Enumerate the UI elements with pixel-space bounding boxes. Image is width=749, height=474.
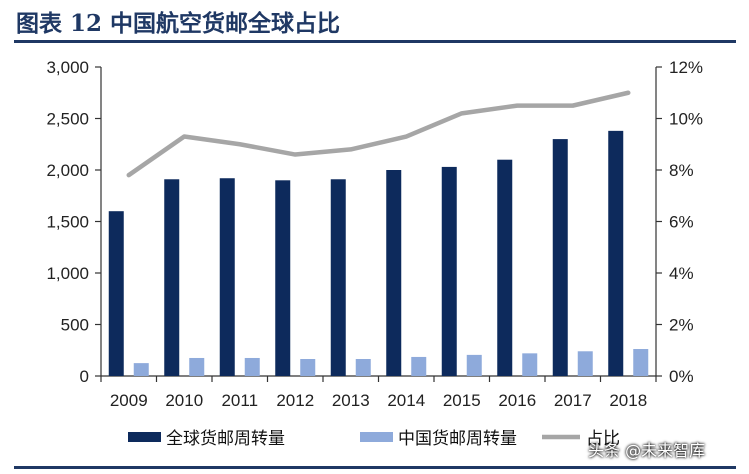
- bar: [133, 363, 149, 376]
- right-axis-tick-label: 0%: [669, 367, 694, 386]
- x-axis-tick-label: 2018: [609, 391, 647, 410]
- bar: [552, 139, 568, 376]
- legend-swatch: [360, 432, 393, 442]
- legend-label: 全球货邮周转量: [166, 429, 285, 449]
- x-axis-tick-label: 2017: [554, 391, 592, 410]
- x-axis-tick-label: 2012: [276, 391, 314, 410]
- bar: [577, 351, 593, 376]
- right-axis-tick-label: 8%: [669, 161, 694, 180]
- bar: [466, 354, 482, 376]
- bar: [386, 170, 402, 376]
- left-axis-tick-label: 0: [80, 367, 89, 386]
- x-axis-tick-label: 2009: [110, 391, 148, 410]
- bar: [608, 130, 624, 376]
- watermark: 头条 @未来智库: [588, 441, 706, 460]
- right-axis-tick-label: 12%: [669, 58, 703, 77]
- right-axis-tick-label: 6%: [669, 213, 694, 232]
- left-axis-tick-label: 2,500: [46, 110, 89, 129]
- header-rule: [14, 40, 736, 43]
- bar: [633, 349, 649, 376]
- bar: [108, 211, 124, 376]
- bar: [275, 180, 291, 376]
- bar: [522, 353, 538, 376]
- right-axis-tick-label: 4%: [669, 264, 694, 283]
- legend-label: 中国货邮周转量: [398, 429, 517, 449]
- x-axis-tick-label: 2015: [443, 391, 481, 410]
- bar: [219, 178, 235, 376]
- x-axis-tick-label: 2016: [498, 391, 536, 410]
- left-axis-tick-label: 3,000: [46, 58, 89, 77]
- legend-swatch: [128, 432, 161, 442]
- x-axis-tick-label: 2014: [387, 391, 425, 410]
- figure-header: 图表 12 中国航空货邮全球占比: [0, 0, 749, 44]
- bar: [330, 179, 346, 376]
- bar: [164, 179, 180, 376]
- legend-label: 占比: [586, 429, 620, 449]
- x-axis-tick-label: 2010: [165, 391, 203, 410]
- bar: [441, 166, 457, 376]
- series-line: [126, 90, 631, 178]
- bar: [244, 357, 260, 376]
- bar: [300, 359, 316, 376]
- x-axis-tick-label: 2011: [221, 391, 258, 410]
- bar: [355, 359, 371, 376]
- footer-rule: [14, 466, 736, 469]
- left-axis-tick-label: 1,500: [46, 213, 89, 232]
- left-axis-tick-label: 1,000: [46, 264, 89, 283]
- right-axis-tick-label: 10%: [669, 110, 703, 129]
- figure-title: 图表 12 中国航空货邮全球占比: [16, 10, 341, 37]
- bar: [411, 356, 427, 376]
- bar: [497, 159, 513, 376]
- left-axis-tick-label: 2,000: [46, 161, 89, 180]
- right-axis-tick-label: 2%: [669, 316, 694, 335]
- x-axis-tick-label: 2013: [332, 391, 370, 410]
- bar: [189, 357, 205, 376]
- left-axis-tick-label: 500: [61, 316, 89, 335]
